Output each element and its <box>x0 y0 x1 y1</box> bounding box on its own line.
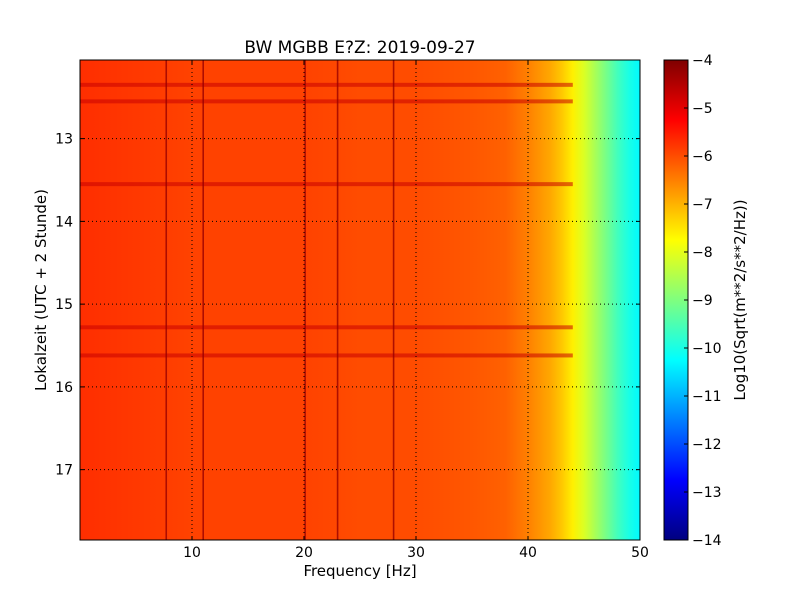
y-tick-label: 16 <box>55 380 73 396</box>
x-tick-label: 10 <box>183 545 201 561</box>
colorbar-tick-label: −6 <box>692 149 713 165</box>
x-axis-label: Frequency [Hz] <box>303 562 416 580</box>
x-tick-label: 20 <box>295 545 313 561</box>
narrowband-lines <box>165 60 395 540</box>
colorbar-tick-label: −7 <box>692 197 713 213</box>
plot-area <box>80 60 640 540</box>
spectrogram-image <box>80 60 640 540</box>
y-tick-label: 13 <box>55 132 73 148</box>
y-axis-ticks: 13 14 15 16 17 <box>55 132 640 479</box>
colorbar-tick-label: −13 <box>692 485 722 501</box>
broadband-event <box>80 353 573 358</box>
x-tick-label: 30 <box>407 545 425 561</box>
x-tick-label: 50 <box>631 545 649 561</box>
plot-frame <box>79 59 641 541</box>
broadband-event <box>80 99 573 104</box>
grid-lines <box>80 60 640 540</box>
y-axis-label: Lokalzeit (UTC + 2 Stunde) <box>32 189 50 391</box>
y-tick-label: 15 <box>55 297 73 313</box>
colorbar-tick-label: −4 <box>692 53 713 69</box>
y-tick-label: 17 <box>55 463 73 479</box>
colorbar-tick-label: −12 <box>692 437 722 453</box>
x-tick-label: 40 <box>519 545 537 561</box>
broadband-event <box>80 182 573 187</box>
broadband-events <box>80 82 573 358</box>
colorbar-label: Log10(Sqrt(m**2/s**2/Hz)) <box>731 199 749 400</box>
colorbar-tick-label: −8 <box>692 245 713 261</box>
x-axis-ticks: 10 20 30 40 50 <box>183 60 649 561</box>
colorbar-tick-label: −10 <box>692 341 722 357</box>
y-tick-label: 14 <box>55 214 73 230</box>
broadband-event <box>80 325 573 330</box>
colorbar-tick-label: −14 <box>692 533 722 549</box>
colorbar-tick-label: −11 <box>692 389 722 405</box>
chart-title: BW MGBB E?Z: 2019-09-27 <box>244 38 475 58</box>
colorbar-ticks: −4 −5 −6 −7 −8 −9 −10 −11 −12 −13 −14 <box>684 53 722 549</box>
broadband-event <box>80 82 573 87</box>
colorbar-tick-label: −9 <box>692 293 713 309</box>
colorbar-tick-label: −5 <box>692 101 713 117</box>
